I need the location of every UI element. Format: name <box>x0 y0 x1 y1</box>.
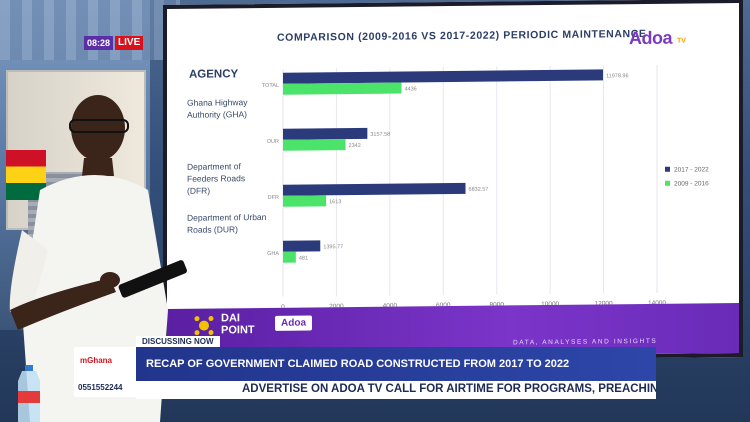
bar-chart: 02000400060008000100001200014000Km. Leng… <box>262 64 709 308</box>
legend-label: 2017 - 2022 <box>674 166 709 173</box>
data-label: 1613 <box>329 199 341 205</box>
dai-point-logo-icon <box>194 316 214 336</box>
bar <box>283 251 296 263</box>
bar <box>283 182 466 196</box>
chart-title: COMPARISON (2009-2016 VS 2017-2022) PERI… <box>277 27 647 44</box>
background-city-skyline <box>0 0 180 60</box>
bar <box>283 240 321 252</box>
program-name-line1: DAI <box>221 312 240 325</box>
category-label: DFR <box>268 195 279 201</box>
news-ticker: ADVERTISE ON ADOA TV CALL FOR AIRTIME FO… <box>136 381 656 399</box>
data-label: 3157.58 <box>370 132 390 138</box>
data-label: 481 <box>299 256 308 262</box>
x-tick-label: 2000 <box>329 303 344 308</box>
program-band: DAI POINT Adoa DATA, ANALYSES AND INSIGH… <box>167 303 739 359</box>
band-tagline: DATA, ANALYSES AND INSIGHTS <box>513 337 658 347</box>
water-bottle <box>18 365 40 422</box>
category-label: GHA <box>267 251 279 257</box>
lower-third-logo-box: mGhana 0551552244 <box>74 347 136 397</box>
bar <box>283 69 604 84</box>
bar <box>283 82 402 95</box>
bar <box>283 139 346 151</box>
live-time: 08:28 <box>84 36 114 50</box>
x-tick-label: 0 <box>281 304 285 308</box>
agency-heading: AGENCY <box>189 68 239 81</box>
legend-swatch <box>665 166 670 172</box>
partner-logo: mGhana <box>80 356 113 365</box>
category-label: TOTAL <box>262 83 279 89</box>
data-label: 6832.57 <box>469 187 489 193</box>
phone-number: 0551552244 <box>78 383 123 392</box>
data-label: 1395.77 <box>323 244 343 250</box>
x-tick-label: 6000 <box>436 302 451 308</box>
live-badge: 08:28 LIVE <box>84 36 144 50</box>
category-label: DUR <box>267 139 279 145</box>
program-name: DAI POINT <box>221 312 255 336</box>
bar <box>283 127 368 140</box>
data-label: 2342 <box>349 143 361 149</box>
ticker-text: ADVERTISE ON ADOA TV CALL FOR AIRTIME FO… <box>242 383 656 395</box>
lower-third-bar: RECAP OF GOVERNMENT CLAIMED ROAD CONSTRU… <box>136 347 656 381</box>
legend-label: 2009 - 2016 <box>674 180 709 187</box>
band-channel-logo: Adoa <box>275 315 312 331</box>
channel-logo: Adoa <box>629 27 672 49</box>
bar <box>283 195 327 207</box>
live-label: LIVE <box>115 36 144 50</box>
data-label: 4436 <box>405 86 417 92</box>
data-label: 11978.96 <box>606 73 629 79</box>
headline: RECAP OF GOVERNMENT CLAIMED ROAD CONSTRU… <box>146 358 570 370</box>
legend-swatch <box>665 180 670 186</box>
x-tick-label: 4000 <box>383 303 398 308</box>
studio-screen: COMPARISON (2009-2016 VS 2017-2022) PERI… <box>163 0 743 364</box>
ghana-flag <box>6 150 46 200</box>
channel-logo-suffix: TV <box>677 37 686 45</box>
discussing-now-tag: DISCUSSING NOW <box>136 336 220 347</box>
program-name-line2: POINT <box>221 324 255 337</box>
